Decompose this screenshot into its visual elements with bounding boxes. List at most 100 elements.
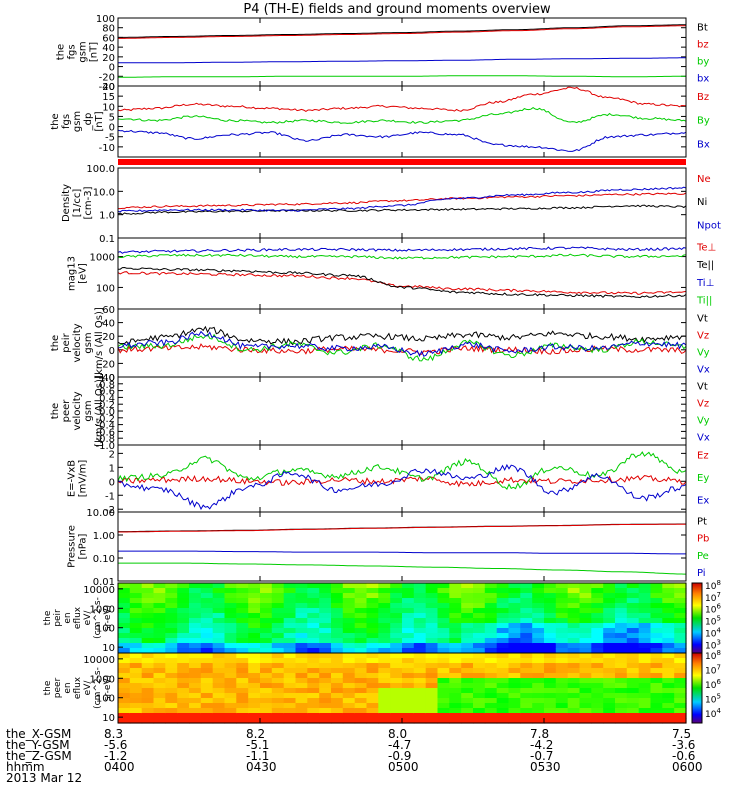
spectrogram-cell [200, 593, 214, 599]
spectrogram-cell [555, 663, 569, 669]
spectrogram-cell [212, 628, 226, 634]
spectrogram-cell [638, 613, 652, 619]
spectrogram-cell [141, 633, 155, 639]
spectrogram-cell [544, 663, 557, 669]
spectrogram-cell [496, 623, 510, 629]
spectrogram-cell [212, 598, 226, 604]
spectrogram-cell [153, 668, 166, 674]
spectrogram-cell [638, 673, 652, 679]
spectrogram-cell [153, 718, 166, 724]
spectrogram-cell [484, 603, 498, 609]
spectrogram-cell [189, 678, 202, 684]
spectrogram-cell [189, 603, 202, 609]
x-axis-value: -1.2 [104, 749, 128, 763]
spectrogram-cell [331, 583, 344, 589]
x-axis-row: the_X-GSM 8.3 8.2 8.0 7.8 7.5 [6, 728, 691, 740]
spectrogram-cell [319, 583, 332, 589]
spectrogram-cell [496, 663, 510, 669]
spectrogram-cell [236, 653, 249, 659]
spectrogram-cell [200, 718, 214, 724]
spectrogram-cell [177, 683, 190, 689]
spectrogram-cell [378, 603, 391, 609]
spectrogram-cell [473, 588, 486, 594]
spectrogram-cell [413, 648, 427, 654]
spectrogram-cell [579, 628, 592, 634]
spectrogram-cell [638, 598, 652, 604]
spectrogram-cell [425, 668, 439, 674]
spectrogram-cell [260, 648, 273, 654]
spectrogram-cell [295, 583, 308, 589]
spectrogram-cell [200, 678, 214, 684]
spectrogram-cell [189, 658, 202, 664]
spectrogram-cell [402, 623, 415, 629]
spectrogram-cell [236, 583, 249, 589]
spectrogram-cell [425, 713, 439, 719]
spectrogram-cell [141, 653, 155, 659]
spectrogram-cell [189, 638, 202, 644]
spectrogram-cell [437, 708, 450, 714]
spectrogram-cell [413, 713, 427, 719]
spectrogram-cell [378, 633, 391, 639]
spectrogram-cell [331, 718, 344, 724]
spectrogram-cell [141, 718, 155, 724]
spectrogram-cell [165, 593, 178, 599]
spectrogram-cell [544, 708, 557, 714]
spectrogram-cell [118, 663, 131, 669]
spectrogram-cell [378, 653, 391, 659]
spectrogram-cell [591, 673, 604, 679]
spectrogram-cell [319, 588, 332, 594]
legend-vx: Vx [697, 364, 710, 375]
spectrogram-cell [141, 658, 155, 664]
spectrogram-cell [591, 648, 604, 654]
spectrogram-cell [307, 608, 320, 614]
y-axis-label-line: the [56, 44, 67, 60]
spectrogram-cell [674, 658, 687, 664]
spectrogram-cell [390, 718, 403, 724]
spectrogram-cell [319, 638, 332, 644]
spectrogram-cell [236, 718, 249, 724]
spectrogram-cell [165, 633, 178, 639]
y-tick-label: -40 [99, 373, 115, 384]
spectrogram-cell [520, 708, 533, 714]
spectrogram-cell [260, 718, 273, 724]
spectrogram-cell [520, 713, 533, 719]
x-axis-value: -4.7 [388, 738, 412, 752]
legend-by: By [697, 116, 710, 127]
spectrogram-cell [295, 618, 308, 624]
spectrogram-cell [484, 643, 498, 649]
spectrogram-cell [366, 583, 379, 589]
spectrogram-cell [248, 613, 261, 619]
spectrogram-cell [615, 633, 628, 639]
spectrogram-cell [567, 643, 581, 649]
spectrogram-cell [129, 628, 143, 634]
spectrogram-cell [354, 603, 368, 609]
x-axis-value: -0.7 [530, 749, 554, 763]
spectrogram-cell [390, 683, 403, 689]
spectrogram-cell [260, 708, 273, 714]
panel-frame [117, 167, 687, 239]
spectrogram-cell [425, 708, 439, 714]
spectrogram-cell [141, 608, 155, 614]
y-axis-label-line: fgs [67, 44, 78, 59]
spectrogram-cell [295, 628, 308, 634]
spectrogram-cell [402, 648, 415, 654]
y-axis-label-line: [km/s (All Qs)] [94, 307, 105, 379]
spectrogram-cell [626, 658, 640, 664]
spectrogram-cell [591, 638, 604, 644]
spectrogram-cell [129, 683, 143, 689]
spectrogram-cell [532, 583, 545, 589]
spectrogram-cell [212, 618, 226, 624]
spectrogram-cell [674, 698, 687, 704]
spectrogram-cell [638, 588, 652, 594]
spectrogram-cell [544, 678, 557, 684]
spectrogram-cell [200, 648, 214, 654]
spectrogram-cell [307, 643, 320, 649]
spectrogram-cell [307, 693, 320, 699]
spectrogram-cell [437, 613, 450, 619]
spectrogram-cell [342, 628, 356, 634]
spectrogram-cell [579, 683, 592, 689]
spectrogram-cell [390, 698, 403, 704]
spectrogram-cell [177, 698, 190, 704]
spectrogram-cell [200, 673, 214, 679]
spectrogram-cell [674, 628, 687, 634]
